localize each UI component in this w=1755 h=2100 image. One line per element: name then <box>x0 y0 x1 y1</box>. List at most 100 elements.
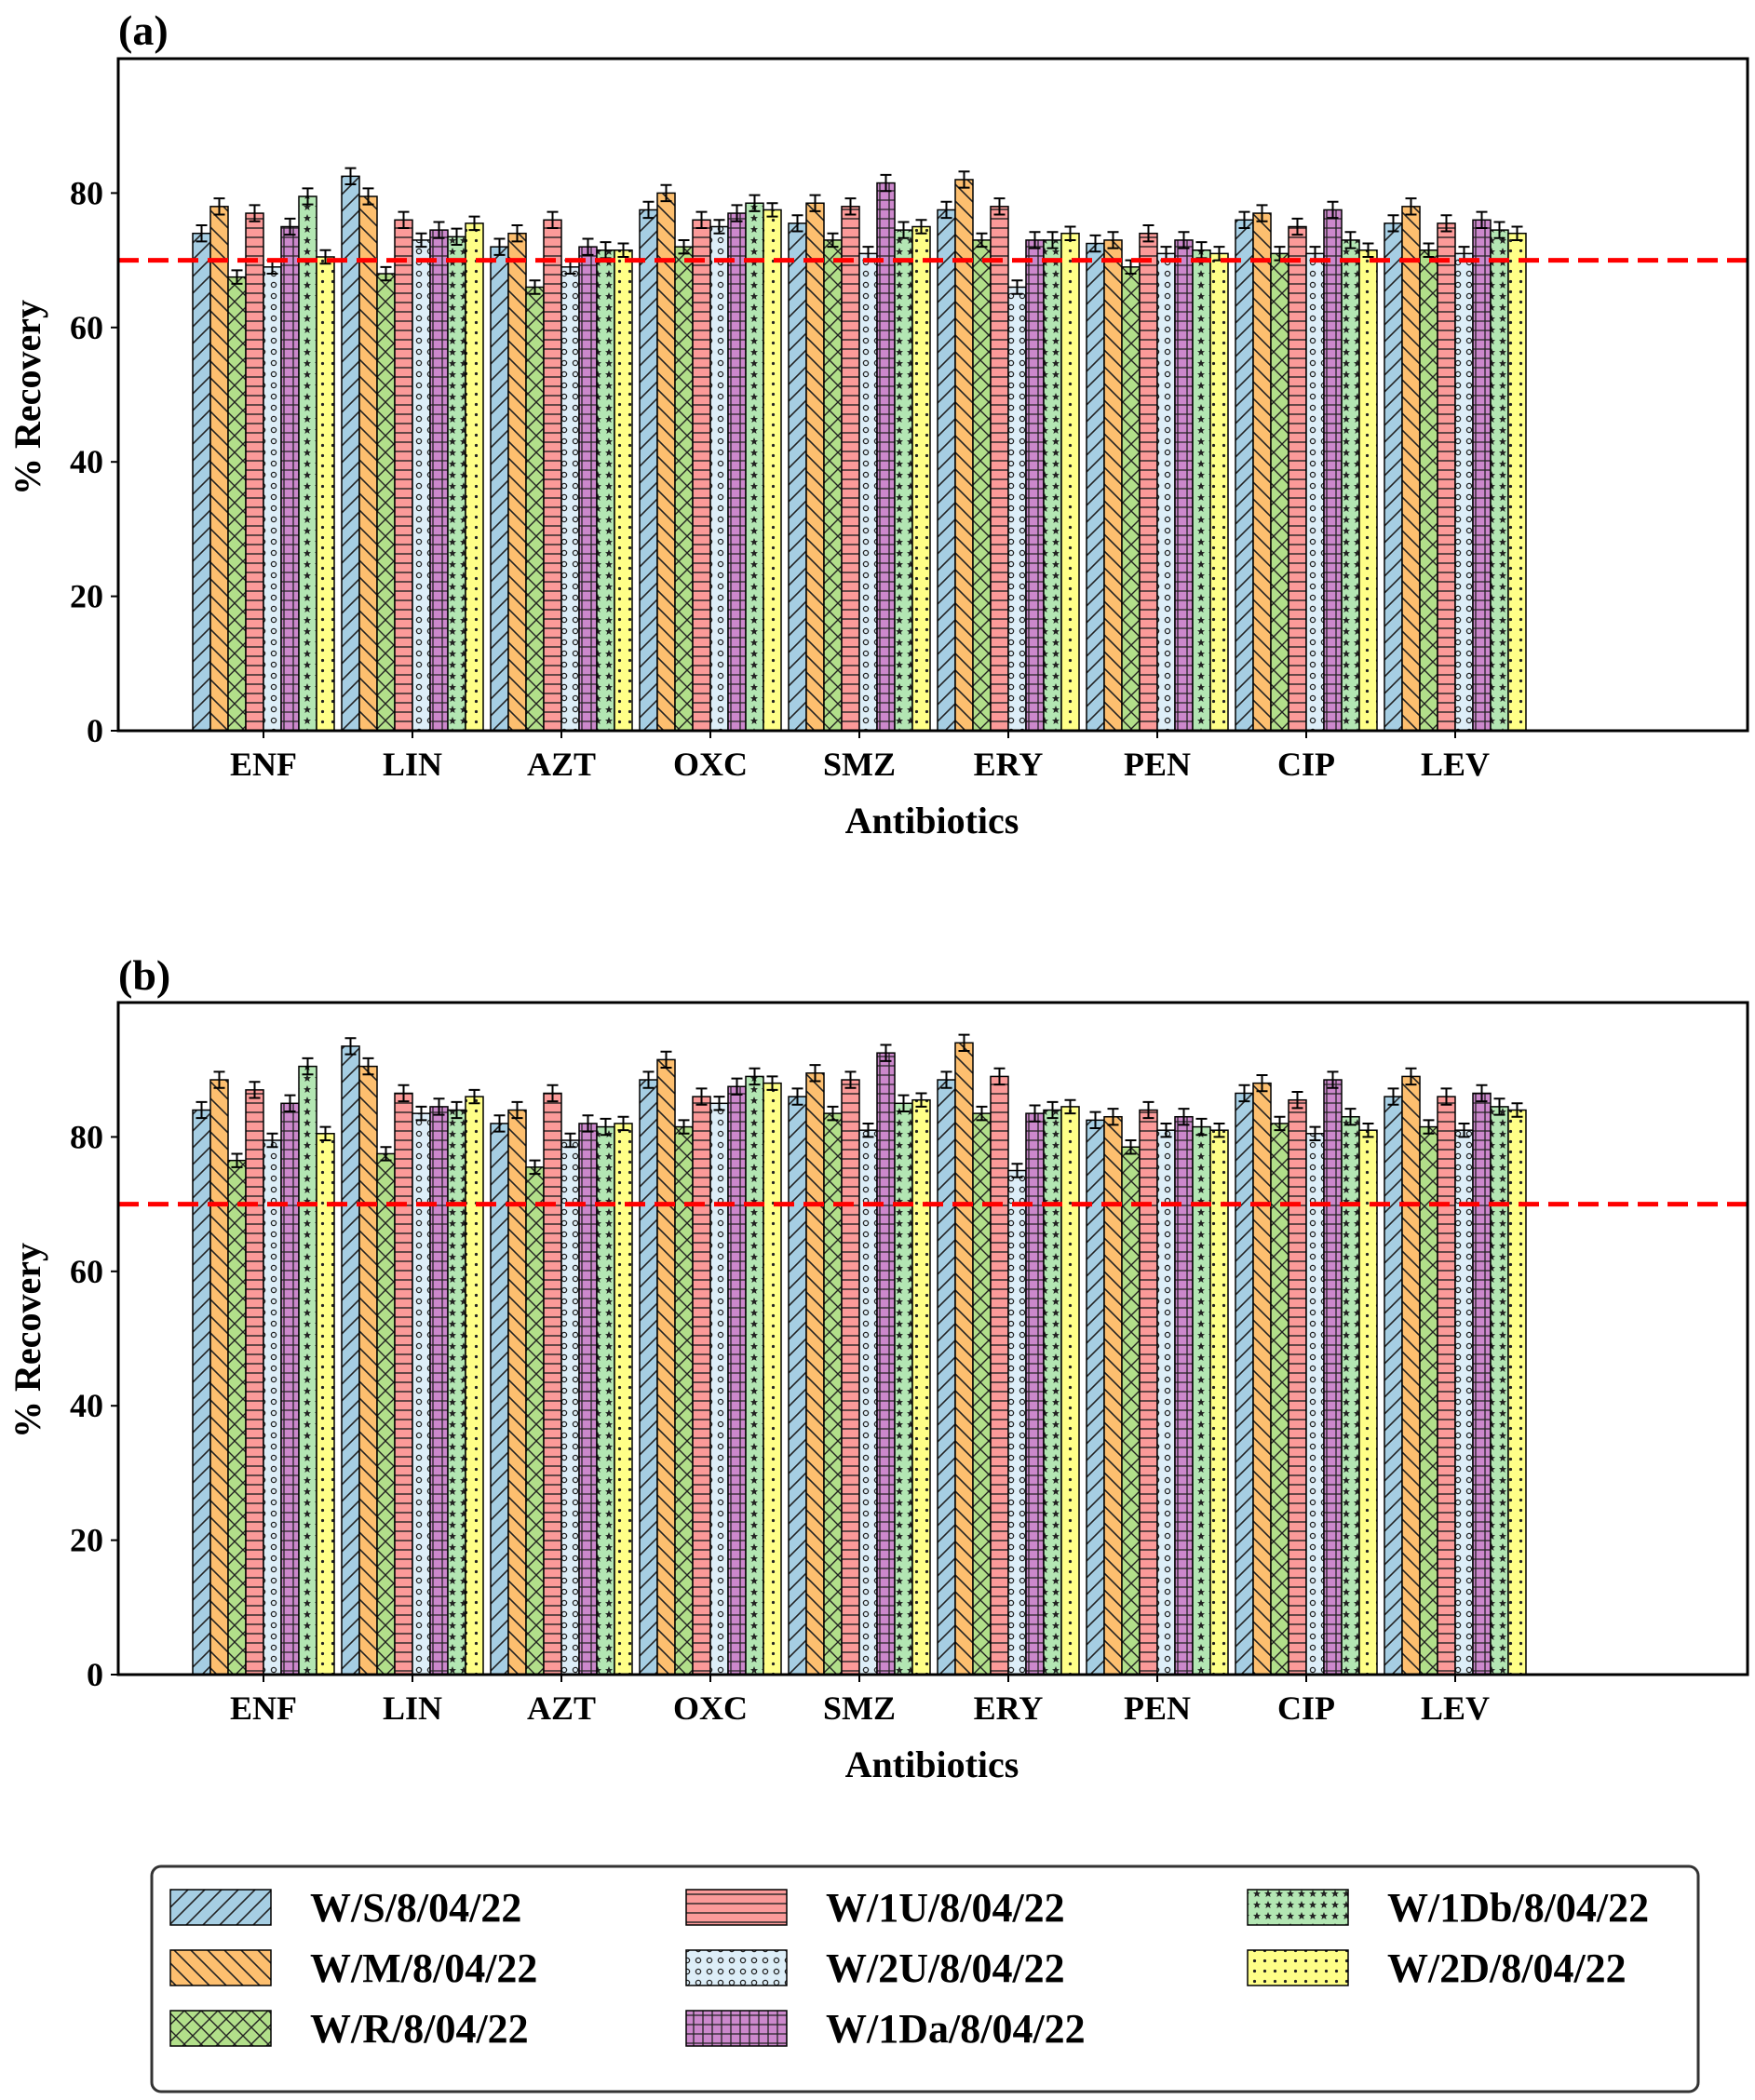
error-bar-ERY-W/2D/8/04/22 <box>1064 1098 1076 1115</box>
error-bar-OXC-W/M/8/04/22 <box>660 183 672 203</box>
bar-hatch-ERY-W/S/8/04/22 <box>937 209 956 732</box>
error-bar-AZT-W/R/8/04/22 <box>529 1159 541 1176</box>
error-bar-AZT-W/1Da/8/04/22 <box>582 1114 594 1133</box>
error-bar-PEN-W/1Da/8/04/22 <box>1178 231 1190 249</box>
error-bar-LEV-W/1Da/8/04/22 <box>1476 1084 1488 1103</box>
error-bar-AZT-W/2D/8/04/22 <box>617 242 629 258</box>
bar-hatch-ENF-W/2D/8/04/22 <box>316 1133 335 1676</box>
error-bar-LEV-W/1Da/8/04/22 <box>1476 210 1488 229</box>
error-bar-ERY-W/1U/8/04/22 <box>993 197 1006 216</box>
bar-hatch-CIP-W/1U/8/04/22 <box>1288 225 1307 732</box>
error-bar-CIP-W/2D/8/04/22 <box>1362 1122 1374 1138</box>
bar-hatch-CIP-W/1Db/8/04/22 <box>1341 239 1360 732</box>
bar-hatch-ENF-W/R/8/04/22 <box>227 1159 247 1676</box>
legend-items: W/S/8/04/22 W/M/8/04/22 W/R/8/04/22 W/1U/8/… <box>169 1885 1649 2052</box>
error-bar-LEV-W/1U/8/04/22 <box>1440 1087 1452 1106</box>
legend-swatch-hatch-W/1Da/8/04/22 <box>685 2010 788 2047</box>
y-tick-label-20: 20 <box>70 1522 103 1559</box>
bar-hatch-ERY-W/S/8/04/22 <box>937 1079 956 1676</box>
x-tick-label-ENF: ENF <box>230 746 297 783</box>
bar-hatch-PEN-W/R/8/04/22 <box>1121 1146 1141 1676</box>
bar-hatch-LIN-W/1Da/8/04/22 <box>429 1106 449 1676</box>
panel-label-b: (b) <box>118 951 170 999</box>
error-bar-ENF-W/1Da/8/04/22 <box>284 1094 296 1112</box>
error-bar-LEV-W/1Db/8/04/22 <box>1493 221 1505 239</box>
error-bar-ENF-W/1Db/8/04/22 <box>302 1057 314 1076</box>
y-axis-title-a: % Recovery <box>7 300 48 495</box>
x-tick-label-ERY: ERY <box>974 1689 1044 1727</box>
error-bar-OXC-W/1U/8/04/22 <box>695 210 708 229</box>
bar-hatch-ERY-W/R/8/04/22 <box>972 1112 992 1676</box>
bar-hatch-ENF-W/M/8/04/22 <box>209 206 229 732</box>
bar-hatch-ERY-W/1Db/8/04/22 <box>1043 1109 1062 1676</box>
bar-hatch-AZT-W/1Db/8/04/22 <box>596 1125 615 1676</box>
bar-hatch-PEN-W/1Db/8/04/22 <box>1192 1125 1211 1676</box>
legend-swatch-hatch-W/1Db/8/04/22 <box>1247 1889 1349 1926</box>
bar-hatch-OXC-W/1Db/8/04/22 <box>745 202 764 732</box>
bar-hatch-CIP-W/1Da/8/04/22 <box>1323 1079 1343 1676</box>
error-bar-LIN-W/2U/8/04/22 <box>415 232 427 249</box>
error-bar-LEV-W/1Db/8/04/22 <box>1493 1097 1505 1116</box>
plot-area-a: ENF LIN AZT OXC SMZ ERY PEN CIP LEV 0 20 40 60 80 <box>70 57 1749 783</box>
error-bar-AZT-W/1U/8/04/22 <box>547 210 559 229</box>
error-bar-ERY-W/2D/8/04/22 <box>1064 225 1076 241</box>
legend-label-W/M/8/04/22: W/M/8/04/22 <box>310 1945 537 1991</box>
bar-hatch-OXC-W/R/8/04/22 <box>674 1125 694 1676</box>
error-bar-OXC-W/2D/8/04/22 <box>766 1075 778 1091</box>
error-bar-PEN-W/2U/8/04/22 <box>1160 1122 1172 1138</box>
error-bar-ERY-W/M/8/04/22 <box>958 170 970 189</box>
bar-hatch-ENF-W/1U/8/04/22 <box>245 212 264 732</box>
bar-hatch-OXC-W/1U/8/04/22 <box>692 1096 711 1676</box>
error-bar-ERY-W/R/8/04/22 <box>976 232 988 249</box>
error-bar-ERY-W/R/8/04/22 <box>976 1105 988 1122</box>
bar-hatch-OXC-W/1U/8/04/22 <box>692 219 711 732</box>
bar-hatch-ENF-W/M/8/04/22 <box>209 1079 229 1676</box>
error-bar-OXC-W/R/8/04/22 <box>678 1119 690 1135</box>
bar-hatch-AZT-W/1Db/8/04/22 <box>596 249 615 732</box>
error-bar-CIP-W/1Db/8/04/22 <box>1344 1108 1357 1126</box>
error-bar-OXC-W/M/8/04/22 <box>660 1050 672 1070</box>
bar-hatch-AZT-W/2U/8/04/22 <box>560 266 580 732</box>
error-bar-CIP-W/S/8/04/22 <box>1238 1084 1250 1103</box>
error-bar-LEV-W/1U/8/04/22 <box>1440 214 1452 233</box>
legend-label-W/S/8/04/22: W/S/8/04/22 <box>310 1885 521 1931</box>
x-tick-label-SMZ: SMZ <box>823 746 896 783</box>
error-bar-LIN-W/1Db/8/04/22 <box>451 227 463 246</box>
bar-hatch-ENF-W/S/8/04/22 <box>192 232 211 732</box>
bar-hatch-CIP-W/R/8/04/22 <box>1270 252 1289 732</box>
legend-label-W/1Db/8/04/22: W/1Db/8/04/22 <box>1387 1885 1649 1931</box>
bar-hatch-ERY-W/2D/8/04/22 <box>1060 232 1080 732</box>
error-bar-PEN-W/R/8/04/22 <box>1125 1139 1137 1155</box>
error-bar-PEN-W/2D/8/04/22 <box>1213 1122 1225 1138</box>
bar-hatch-CIP-W/M/8/04/22 <box>1252 1082 1272 1676</box>
error-bar-ERY-W/2U/8/04/22 <box>1011 279 1023 295</box>
bar-hatch-LIN-W/1Db/8/04/22 <box>447 236 466 732</box>
legend-swatch-hatch-W/2D/8/04/22 <box>1247 1949 1349 1986</box>
bar-hatch-SMZ-W/2U/8/04/22 <box>858 1129 878 1676</box>
bar-hatch-CIP-W/1Da/8/04/22 <box>1323 209 1343 732</box>
error-bar-SMZ-W/R/8/04/22 <box>827 1105 839 1122</box>
error-bar-AZT-W/2D/8/04/22 <box>617 1115 629 1132</box>
bar-hatch-ERY-W/2U/8/04/22 <box>1007 1169 1027 1676</box>
bar-hatch-ENF-W/1Db/8/04/22 <box>298 1065 317 1676</box>
bar-hatch-OXC-W/1Db/8/04/22 <box>745 1075 764 1676</box>
x-tick-label-ERY: ERY <box>974 746 1044 783</box>
bar-hatch-ENF-W/1Da/8/04/22 <box>280 225 300 732</box>
error-bar-SMZ-W/R/8/04/22 <box>827 232 839 249</box>
bar-hatch-OXC-W/1Da/8/04/22 <box>727 1085 747 1676</box>
error-bar-CIP-W/1Db/8/04/22 <box>1344 231 1357 249</box>
error-bar-OXC-W/S/8/04/22 <box>642 1070 655 1089</box>
bar-hatch-CIP-W/2U/8/04/22 <box>1305 1133 1325 1676</box>
error-bar-PEN-W/1U/8/04/22 <box>1142 224 1154 243</box>
error-bar-ERY-W/S/8/04/22 <box>940 1070 952 1089</box>
error-bar-CIP-W/S/8/04/22 <box>1238 210 1250 229</box>
error-bar-SMZ-W/1Da/8/04/22 <box>880 1043 892 1062</box>
legend-swatch-hatch-W/M/8/04/22 <box>169 1949 272 1986</box>
error-bar-OXC-W/1Db/8/04/22 <box>749 194 761 212</box>
plot-area-b: ENF LIN AZT OXC SMZ ERY PEN CIP LEV 0 20 40 60 80 <box>70 1001 1749 1727</box>
error-bar-PEN-W/M/8/04/22 <box>1107 231 1119 249</box>
error-bar-PEN-W/1Db/8/04/22 <box>1195 1117 1208 1137</box>
error-bar-ERY-W/1U/8/04/22 <box>993 1067 1006 1086</box>
error-bar-SMZ-W/1Da/8/04/22 <box>880 173 892 193</box>
bar-hatch-LIN-W/1U/8/04/22 <box>394 1092 413 1676</box>
